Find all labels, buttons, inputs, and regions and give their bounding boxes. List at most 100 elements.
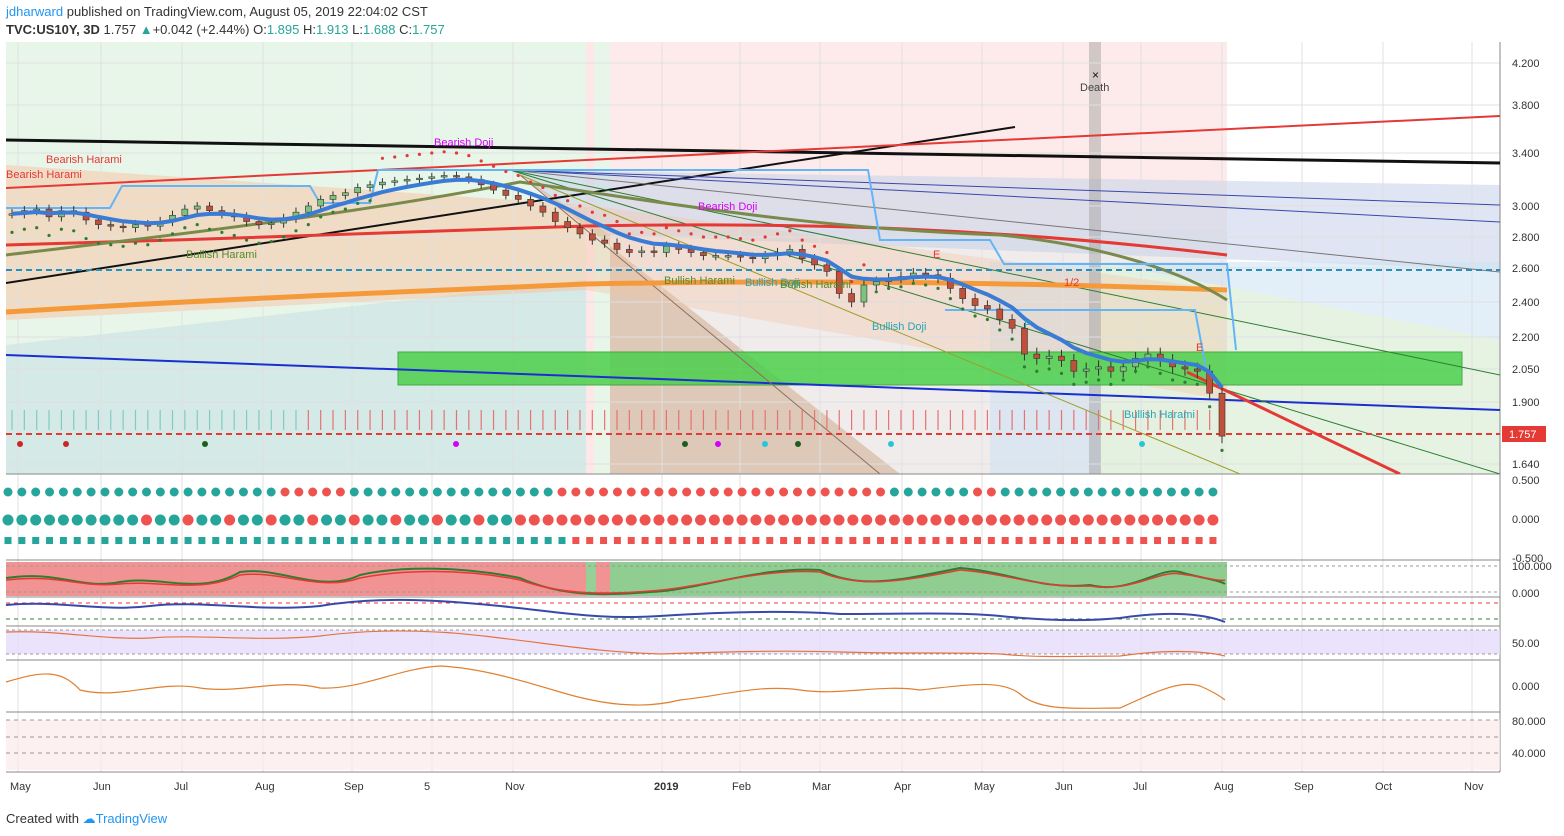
- indicator-dot: [196, 514, 208, 526]
- indicator-square: [87, 537, 95, 544]
- signal-dot: [202, 441, 208, 447]
- indicator-square: [1070, 537, 1078, 544]
- psar-dot: [368, 199, 372, 203]
- indicator-dot: [1193, 514, 1205, 526]
- up-arrow-icon: ▲: [139, 22, 153, 37]
- indicator-square: [849, 537, 857, 544]
- indicator-dot: [225, 487, 235, 497]
- psar-dot: [948, 297, 952, 301]
- indicator-dot: [127, 514, 139, 526]
- indicator-dot: [391, 487, 401, 497]
- author-link[interactable]: jdharward: [6, 4, 64, 19]
- psar-dot: [899, 285, 903, 289]
- price-tick-label: 2.600: [1512, 263, 1540, 275]
- indicator-dot: [377, 487, 387, 497]
- indicator-dot: [611, 514, 623, 526]
- indicator-square: [323, 537, 331, 544]
- candle-body: [440, 175, 448, 178]
- indicator-dot: [570, 514, 582, 526]
- indicator-square: [184, 537, 192, 544]
- indicator-square: [932, 537, 940, 544]
- indicator-dot: [17, 487, 27, 497]
- psar-dot: [479, 159, 483, 163]
- tradingview-logo-icon: ☁: [82, 811, 96, 826]
- psar-dot: [603, 213, 607, 217]
- time-axis: May Jun Jul Aug Sep 5 Nov 2019 Feb Mar Apr May Jun Ju…: [10, 781, 1484, 793]
- psar-dot: [430, 151, 434, 155]
- low-label: L:: [352, 22, 363, 37]
- last-price-tag: [1502, 426, 1546, 442]
- candle-body: [687, 249, 695, 253]
- indicator-dot: [778, 514, 790, 526]
- psar-dot: [689, 232, 693, 236]
- indicator-dot: [514, 514, 526, 526]
- indicator-dot: [599, 487, 609, 497]
- indicator-dot: [1179, 514, 1191, 526]
- indicator-dot: [183, 487, 193, 497]
- tradingview-brand[interactable]: TradingView: [95, 811, 168, 826]
- candle-body: [835, 271, 843, 294]
- psar-dot: [1096, 378, 1101, 382]
- candle-body: [700, 252, 707, 256]
- psar-dot: [1059, 371, 1064, 375]
- candle-body: [317, 199, 324, 207]
- indicator-square: [336, 537, 344, 544]
- fan-line: [509, 169, 1500, 474]
- indicator-square: [960, 537, 968, 544]
- annotation-label: 1/2: [1064, 277, 1079, 289]
- candle-body: [95, 219, 102, 225]
- indicator-dot: [211, 487, 221, 497]
- indicator-dot: [404, 514, 416, 526]
- indicator-dot: [931, 487, 941, 497]
- indicator-dot: [128, 487, 138, 497]
- psar-dot: [59, 227, 63, 231]
- psar-dot: [849, 280, 854, 284]
- indicator-dot: [197, 487, 207, 497]
- time-tick-label: Jul: [174, 781, 188, 793]
- psar-dot: [911, 281, 915, 285]
- indicator-dot: [973, 487, 982, 497]
- psar-dot: [590, 210, 594, 214]
- indicator-dot: [902, 514, 914, 526]
- indicator-dot: [571, 487, 581, 497]
- psar-dot: [109, 243, 113, 247]
- trend-lines: Bearish Harami Bearish Harami Bullish Ha…: [6, 68, 1500, 474]
- psar-dot: [862, 263, 866, 267]
- psar-dot: [294, 229, 298, 233]
- price-tick-label: 2.200: [1512, 332, 1540, 344]
- indicator-dot: [1013, 514, 1025, 526]
- candle-body: [502, 189, 510, 196]
- indicator-dot: [1207, 514, 1219, 526]
- candle-body: [737, 255, 744, 258]
- indicator-dot: [722, 514, 734, 526]
- indicator-square: [655, 537, 663, 544]
- indicator-dot: [363, 487, 373, 497]
- psar-dot: [874, 290, 878, 294]
- price-tick-label: 1.900: [1512, 397, 1540, 409]
- indicator-square: [946, 537, 954, 544]
- indicator-dot: [585, 487, 595, 497]
- candle-body: [539, 205, 547, 213]
- footer: Created with ☁TradingView: [6, 811, 167, 827]
- psar-dot: [924, 283, 928, 287]
- price-tick-label: 2.400: [1512, 297, 1540, 309]
- indicator-dot: [889, 487, 899, 497]
- indicator-dot: [251, 514, 263, 526]
- indicator-dot: [1083, 487, 1093, 497]
- indicator-dot: [819, 514, 831, 526]
- indicator-dot: [876, 487, 886, 497]
- indicator-dot: [515, 487, 525, 497]
- indicator-square: [697, 537, 704, 544]
- indicator-square: [1195, 537, 1203, 544]
- indicator-dot: [169, 487, 179, 497]
- indicator-dot: [917, 487, 927, 497]
- candle-body: [181, 208, 189, 216]
- candle-body: [613, 242, 621, 250]
- indicator-tick-label: 0.000: [1512, 681, 1540, 693]
- indicator-square: [1084, 537, 1092, 544]
- candle-body: [922, 272, 929, 276]
- rsi-pane: [5, 629, 1500, 658]
- indicator-square: [600, 537, 608, 544]
